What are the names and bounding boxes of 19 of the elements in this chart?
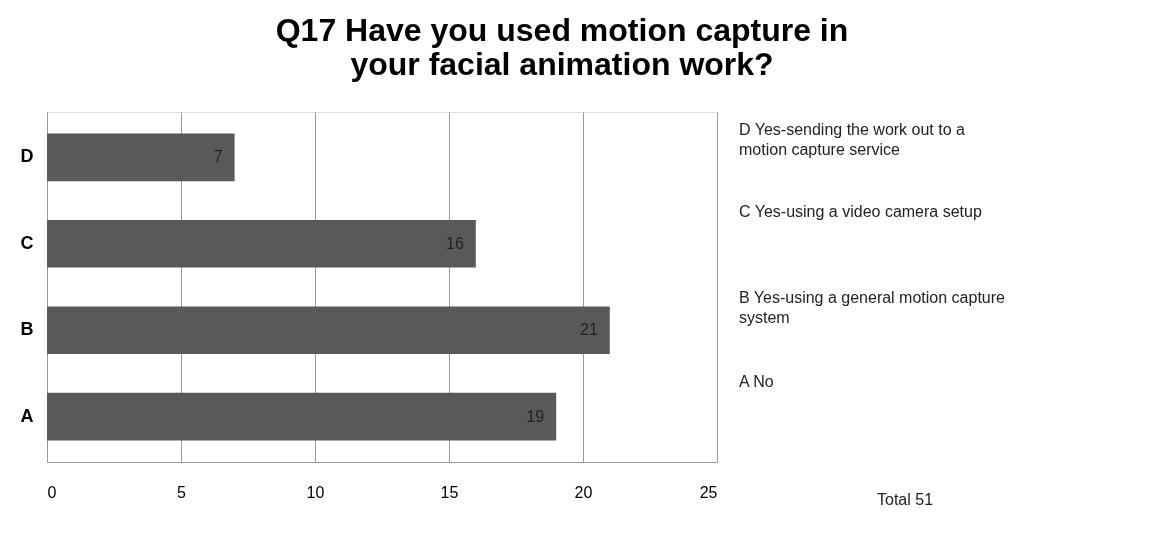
y-tick-label: D <box>20 146 34 167</box>
y-tick-label: C <box>20 232 34 253</box>
text: A No <box>739 373 774 390</box>
x-tick-label: 20 <box>574 483 593 501</box>
text: Total 51 <box>877 491 934 508</box>
text: C Yes-using a video camera setup <box>739 203 982 220</box>
data-label: 21 <box>580 321 598 339</box>
x-tick-label: 5 <box>177 483 187 501</box>
x-tick-label: 10 <box>306 483 325 501</box>
y-tick-label: A <box>20 405 34 426</box>
text: B Yes-using a general motion capture system <box>739 289 1006 326</box>
x-tick-label: 25 <box>699 483 718 501</box>
chart-title: Q17 Have you used motion capture in your facial animation work? <box>275 12 849 82</box>
text: D Yes-sending the work out to a motion capture service <box>739 121 966 158</box>
x-tick-label: 0 <box>47 483 57 501</box>
data-label: 16 <box>446 234 464 252</box>
x-tick-label: 15 <box>440 483 459 501</box>
y-tick-label: B <box>20 319 34 340</box>
data-label: 19 <box>526 407 545 425</box>
